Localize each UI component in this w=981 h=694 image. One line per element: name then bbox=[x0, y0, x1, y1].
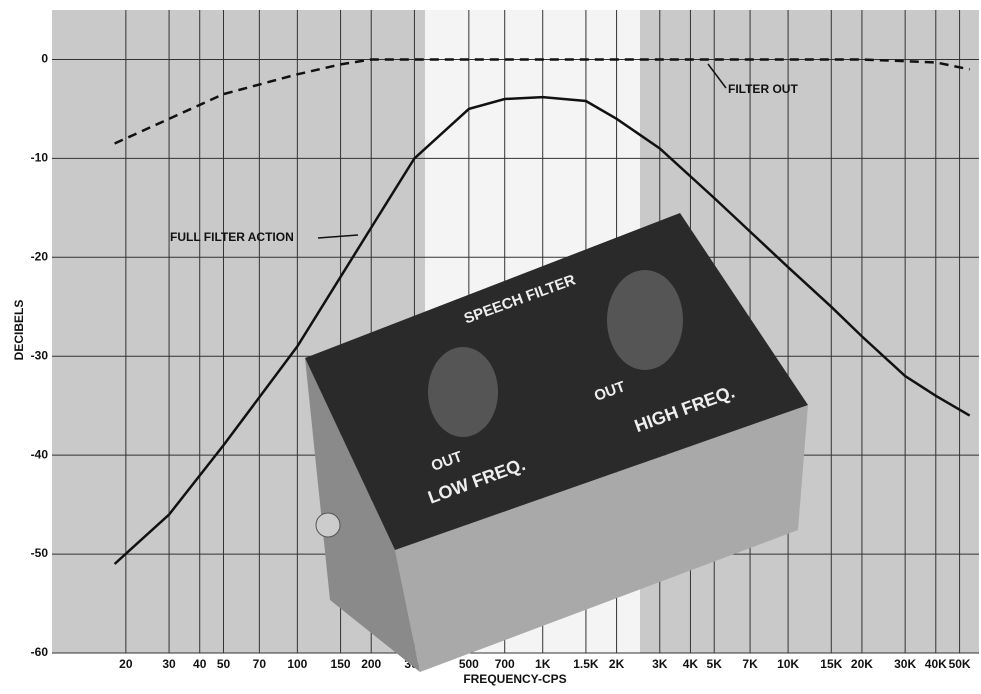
knob bbox=[607, 270, 683, 370]
x-tick-label: 30K bbox=[894, 657, 916, 671]
device-photo: SPEECH FILTER OUT LOW FREQ. OUT HIGH FRE… bbox=[305, 213, 808, 672]
x-tick-label: 1.5K bbox=[573, 657, 599, 671]
x-tick-label: 20 bbox=[119, 657, 133, 671]
x-tick-label: 30 bbox=[162, 657, 176, 671]
annotation: FULL FILTER ACTION bbox=[170, 230, 294, 244]
box-side bbox=[305, 358, 420, 672]
x-tick-label: 7K bbox=[742, 657, 758, 671]
lines bbox=[113, 58, 971, 565]
annotation-arrow bbox=[707, 63, 727, 89]
x-tick-label: 150 bbox=[331, 657, 351, 671]
x-tick-label: 15K bbox=[820, 657, 842, 671]
y-tick-label: -30 bbox=[31, 348, 49, 362]
y-tick-label: -50 bbox=[31, 546, 49, 560]
x-tick-label: 200 bbox=[361, 657, 381, 671]
x-tick-label: 500 bbox=[459, 657, 479, 671]
x-tick-label: 4K bbox=[683, 657, 699, 671]
x-tick-label: 40K bbox=[925, 657, 947, 671]
y-tick-label: -10 bbox=[31, 151, 49, 165]
y-axis-label: DECIBELS bbox=[12, 300, 26, 361]
x-tick-label: 700 bbox=[495, 657, 515, 671]
y-tick-label: -20 bbox=[31, 249, 49, 263]
x-tick-label: 1K bbox=[535, 657, 551, 671]
series-line bbox=[114, 58, 970, 145]
y-tick-label: -60 bbox=[31, 645, 49, 659]
box-front bbox=[395, 405, 808, 672]
knob bbox=[428, 347, 498, 437]
x-tick-label: 40 bbox=[193, 657, 207, 671]
x-tick-label: 50K bbox=[949, 657, 971, 671]
annotation-arrow bbox=[317, 234, 359, 239]
x-tick-label: 5K bbox=[707, 657, 723, 671]
y-tick-label: 0 bbox=[41, 52, 48, 66]
box-top bbox=[305, 213, 808, 550]
annotation: FILTER OUT bbox=[728, 82, 798, 96]
x-tick-label: 2K bbox=[609, 657, 625, 671]
x-tick-label: 70 bbox=[253, 657, 267, 671]
jack bbox=[315, 512, 341, 538]
y-tick-label: -40 bbox=[31, 447, 49, 461]
x-tick-label: 3K bbox=[652, 657, 668, 671]
x-tick-label: 20K bbox=[851, 657, 873, 671]
x-tick-label: 100 bbox=[287, 657, 307, 671]
x-axis-label: FREQUENCY-CPS bbox=[463, 672, 566, 686]
x-tick-label: 10K bbox=[777, 657, 799, 671]
x-tick-label: 50 bbox=[217, 657, 231, 671]
series-line bbox=[113, 95, 971, 565]
